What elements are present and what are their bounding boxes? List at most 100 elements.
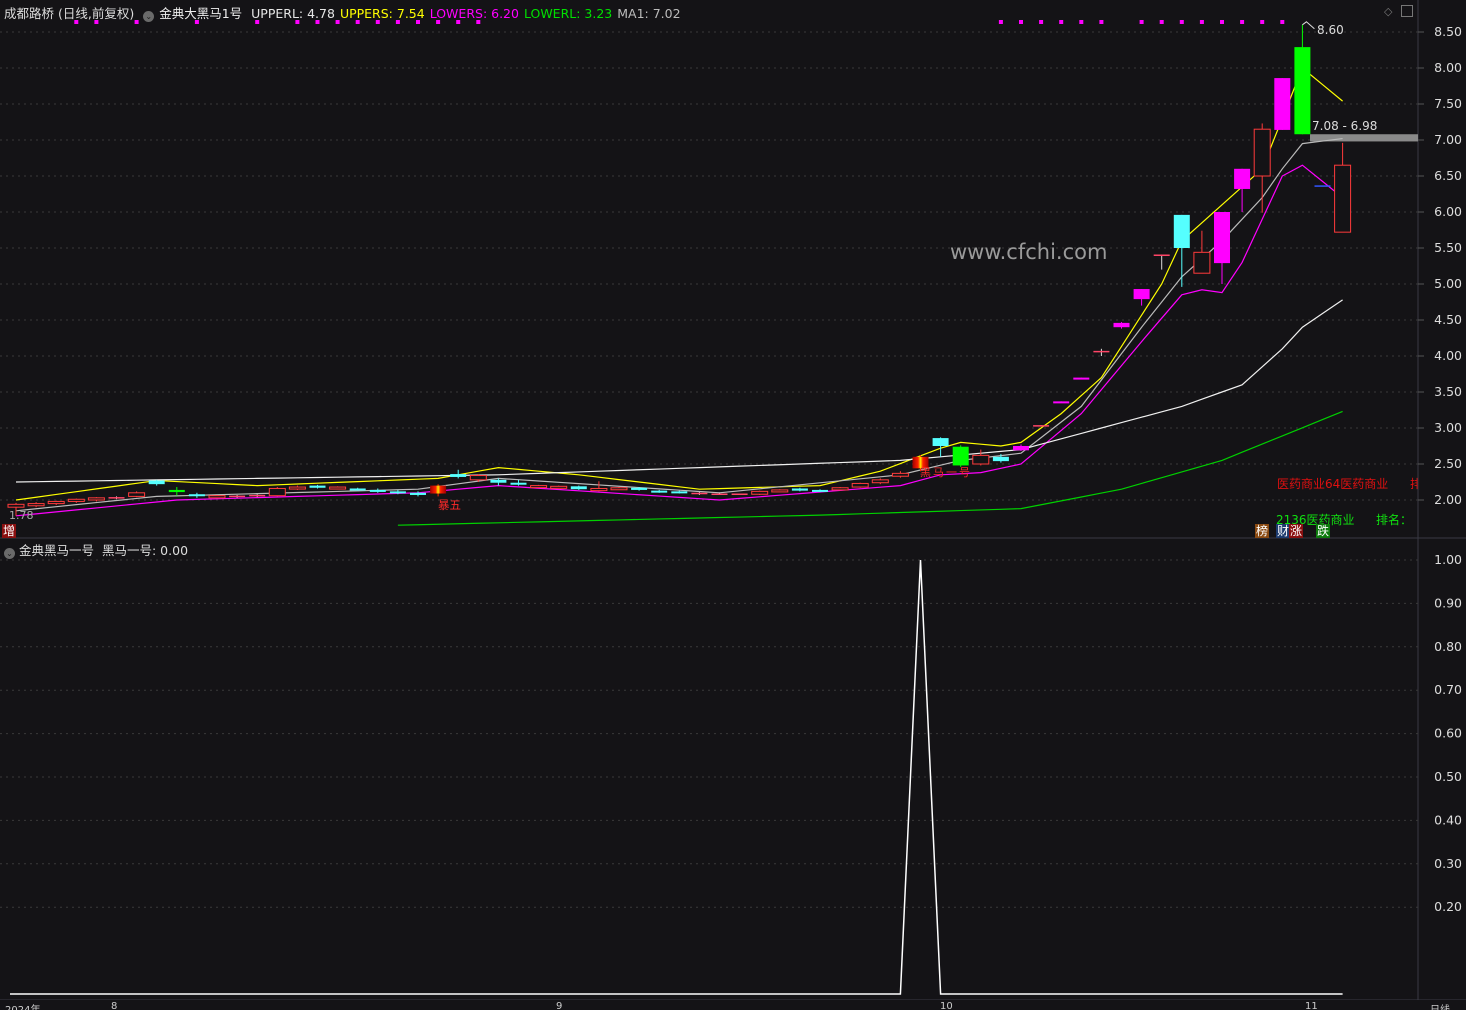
y-tick-label: 4.50	[1434, 312, 1462, 327]
range-band	[1310, 134, 1418, 142]
candle-body	[1053, 401, 1070, 404]
candle-body	[972, 454, 990, 465]
badge-zhang[interactable]: 涨	[1289, 524, 1304, 538]
x-label-nov: 11	[1305, 1001, 1318, 1010]
signal-dot	[1079, 20, 1084, 24]
y-tick-label: 1.00	[1434, 552, 1462, 567]
candle-body	[851, 482, 869, 488]
signal-dot	[335, 20, 340, 24]
zeng-marker: 增	[2, 524, 17, 538]
candle-body	[128, 492, 146, 497]
y-tick-label: 0.60	[1434, 726, 1462, 741]
sub-indicator-menu-icon[interactable]: ⌄	[4, 548, 15, 559]
candle-body	[329, 486, 347, 490]
signal-dot	[194, 20, 199, 24]
x-label-year: 2024年	[5, 1001, 40, 1010]
window-icon[interactable]	[1401, 5, 1413, 17]
marker-text-1: 暴五	[438, 498, 461, 512]
candle-body	[490, 479, 507, 483]
signal-dot	[1159, 20, 1164, 24]
y-tick-label: 2.50	[1434, 456, 1462, 471]
header-value-0: UPPERL: 4.78	[251, 6, 335, 21]
candle-body	[570, 486, 587, 490]
low-label: 1.78	[9, 509, 34, 522]
header-value-3: LOWERL: 3.23	[523, 6, 613, 21]
sub-chart-header: ⌄ 金典黑马一号 黑马一号: 0.00	[4, 540, 188, 559]
sector-red[interactable]: 医药商业64医药商业	[1277, 477, 1389, 491]
y-tick-label: 0.40	[1434, 812, 1462, 827]
signal-dot	[94, 20, 99, 24]
badge-bang[interactable]: 榜	[1255, 524, 1270, 538]
signal-dot	[1039, 20, 1044, 24]
rank-label: 排名：	[1376, 513, 1413, 527]
signal-dot	[456, 20, 461, 24]
high-pointer	[1302, 21, 1315, 30]
chart-header: 成都路桥 (日线,前复权) ⌄ 金典大黑马1号 UPPERL: 4.78 UPPER…	[4, 3, 691, 22]
candle-body	[87, 497, 105, 501]
y-tick-label: 6.50	[1434, 168, 1462, 183]
series-line-lowerl	[397, 410, 1343, 526]
y-tick-label: 0.80	[1434, 639, 1462, 654]
candle-body	[168, 489, 185, 493]
y-tick-label: 2.00	[1434, 492, 1462, 507]
signal-dot	[416, 20, 420, 24]
badge-cai[interactable]: 财	[1276, 524, 1291, 538]
sub-indicator-value: 黑马一号: 0.00	[102, 543, 189, 558]
signal-dot	[1019, 20, 1023, 24]
candle-body	[208, 495, 226, 499]
sub-indicator-name[interactable]: 金典黑马一号	[19, 543, 95, 558]
signal-dot	[375, 20, 380, 24]
x-label-sep: 9	[556, 1001, 563, 1010]
candle-body	[1234, 168, 1251, 189]
indicator-line	[10, 559, 1343, 995]
candle-body	[871, 479, 889, 484]
candle-body	[450, 474, 467, 477]
candle-body	[891, 472, 909, 477]
diamond-icon[interactable]: ◇	[1384, 5, 1393, 18]
candle-body	[1193, 251, 1211, 274]
candle-body	[952, 446, 969, 466]
signal-dot	[1199, 20, 1204, 24]
y-tick-label: 6.00	[1434, 204, 1462, 219]
indicator-menu-icon[interactable]: ⌄	[143, 11, 155, 22]
y-tick-label: 5.50	[1434, 240, 1462, 255]
y-tick-label: 8.50	[1434, 24, 1462, 39]
candle-body	[188, 494, 205, 497]
candle-body	[1274, 78, 1291, 130]
signal-dot	[1220, 20, 1224, 24]
x-label-aug: 8	[111, 1001, 118, 1010]
period-button[interactable]: 日线	[1430, 1001, 1450, 1010]
candle-body	[992, 456, 1009, 462]
candle-body	[27, 503, 45, 507]
signal-dot	[134, 20, 139, 24]
candle-body	[148, 480, 165, 485]
signal-dot	[998, 20, 1003, 24]
x-axis: 2024年 8 9 10 11 日线	[0, 1001, 1466, 1010]
signal-dot	[1099, 20, 1104, 24]
y-tick-label: 8.00	[1434, 60, 1462, 75]
candle-body	[288, 486, 306, 490]
indicator-name[interactable]: 金典大黑马1号	[159, 6, 243, 21]
sector-green[interactable]: 2136医药商业	[1276, 513, 1355, 527]
candle-body	[651, 490, 668, 493]
watermark: www.cfchi.com	[950, 240, 1108, 264]
badge-die[interactable]: 跌	[1316, 524, 1331, 538]
candle-body	[369, 489, 386, 492]
x-label-oct: 10	[940, 1001, 953, 1010]
y-tick-label: 0.50	[1434, 769, 1462, 784]
marker-text-2: 黑马一号	[920, 466, 972, 479]
stock-title: 成都路桥 (日线,前复权)	[4, 6, 135, 21]
candle-body	[812, 489, 828, 492]
candle-body	[671, 491, 688, 494]
signal-dot	[255, 20, 260, 24]
candle-body	[268, 487, 286, 497]
candle-body	[1253, 128, 1271, 177]
signal-dot	[395, 20, 400, 24]
signal-dot	[355, 20, 360, 24]
candle-body	[791, 488, 808, 491]
candle-body	[1013, 446, 1029, 451]
candle-body	[47, 500, 65, 505]
header-value-2: LOWERS: 6.20	[429, 6, 519, 21]
signal-dot	[1179, 20, 1184, 24]
